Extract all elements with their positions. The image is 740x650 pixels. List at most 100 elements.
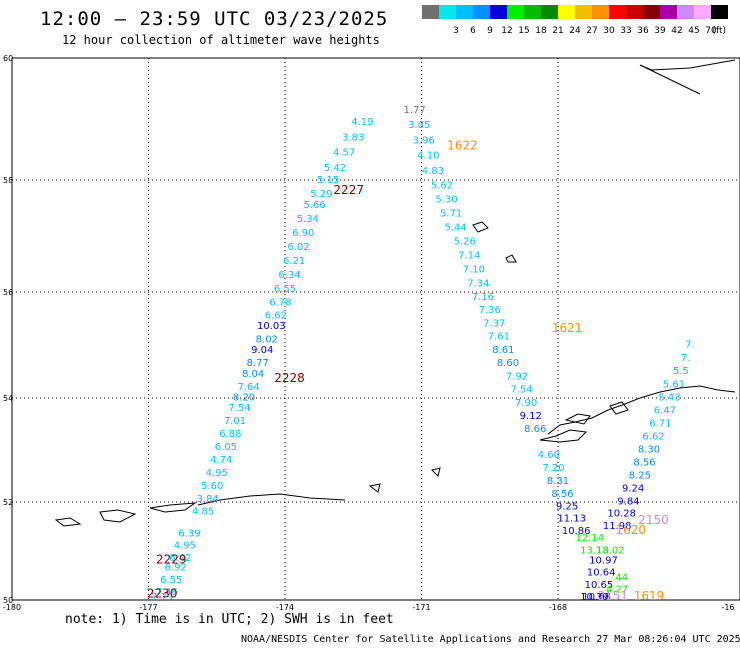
map-subtitle: 12 hour collection of altimeter wave hei… [62,33,380,47]
wave-height-value: 7.64 [237,382,259,393]
pass-time-label: 1622 [447,139,478,153]
wave-height-value: 9.24 [622,484,644,495]
wave-height-value: 6.55 [160,575,182,586]
wave-height-value: 7.54 [510,385,532,396]
legend-swatch [660,5,677,19]
lat-tick-label: 58 [3,176,13,185]
wave-height-value: 7.10 [463,264,485,275]
satellite-name: swot [621,614,649,615]
wave-height-value: 8.31 [547,476,569,487]
map-plot: 60 58 56 54 52 50-180 -177 -174 -171 -168 -16 4.19 3… [3,54,740,615]
coastline [54,517,82,527]
legend-label: 12 [501,26,512,36]
wave-height-value: 5.26 [454,236,476,247]
lat-tick-label: 54 [3,394,13,403]
legend-swatch [439,5,456,19]
wave-height-value: 6.90 [292,228,314,239]
pass-time-label: 2150 [638,513,669,527]
legend-swatch [677,5,694,19]
pass-time-label: 1619 [634,589,665,603]
wave-height-value: 7.14 [458,250,480,261]
wave-height-value: 6.05 [215,442,237,453]
wave-height-value: 7.90 [515,398,537,409]
wave-height-value: 6.62 [642,432,664,443]
wave-height-value: 7. [681,353,691,364]
wave-height-value: 7.54 [228,403,250,414]
lat-tick-label: 52 [3,498,13,507]
wave-height-value: 5.30 [435,194,457,205]
legend-swatch [626,5,643,19]
pass-time-label: 2227 [333,183,364,197]
lon-tick-label: -171 [412,603,430,612]
wave-height-value: 5.71 [440,208,462,219]
wave-height-value: 8.02 [256,334,278,345]
wave-height-value: 6.39 [178,528,200,539]
wave-height-value: 4.60 [538,450,560,461]
wave-height-value: 4.74 [210,455,232,466]
wave-height-value: 6.78 [269,297,291,308]
legend-label: 9 [487,26,493,36]
wave-height-value: 10.86 [562,526,591,537]
legend-label: 33 [620,26,631,36]
legend-label: 24 [569,26,581,36]
pass-time-label: 1621 [552,321,583,335]
wave-height-value: 10.65 [585,580,614,591]
wave-height-value: 8.04 [242,369,264,380]
wave-height-value: 8.20 [233,393,255,404]
wave-height-value: 6.71 [649,419,671,430]
wave-height-value: 7.79 [151,592,173,603]
wave-height-value: 8.66 [524,424,546,435]
legend-label: 39 [654,26,666,36]
wave-height-value: 5.66 [303,200,325,211]
satellite-name: altika [332,614,365,615]
lat-tick-label: 50 [3,596,13,605]
wave-height-value: 8.56 [633,458,655,469]
legend-swatch [643,5,660,19]
lat-tick-label: 60 [3,54,13,63]
legend-label: 15 [518,26,529,36]
legend-swatch [711,5,728,19]
legend-swatch [473,5,490,19]
legend-swatch [609,5,626,19]
footnote: note: 1) Time is in UTC; 2) SWH is in fe… [65,612,394,627]
legend-label: 18 [535,26,547,36]
credit-line: NOAA/NESDIS Center for Satellite Applica… [241,634,740,645]
wave-height-value: 44 [615,572,628,583]
wave-height-value: 8.30 [638,445,660,456]
pass-time-label: 1620 [616,523,647,537]
legend-label: 6 [470,26,476,36]
wave-height-value: 8.61 [492,345,514,356]
wave-height-value: 3.85 [408,120,430,131]
wave-height-value: 5.61 [663,379,685,390]
legend-swatch [490,5,507,19]
wave-height-value: 4.27 [606,585,628,596]
coastline [472,221,489,233]
map-title: 12:00 – 23:59 UTC 03/23/2025 [40,8,389,30]
wave-height-value: 7.36 [479,305,501,316]
wave-height-value: 5.29 [310,189,332,200]
lon-tick-label: -168 [549,603,567,612]
wave-height-value: 8.60 [497,358,519,369]
wave-height-value: 7.16 [472,292,494,303]
wave-height-value: 12.14 [576,533,605,544]
legend-label: 36 [637,26,649,36]
satellite-name: s3a [522,614,543,615]
wave-height-value: 7.37 [483,318,505,329]
wave-height-value: 9.25 [556,501,578,512]
wave-height-value: 6.02 [288,242,310,253]
satellite-name: cryosat [438,614,483,615]
wave-height-value: 4.57 [333,148,355,159]
legend-swatch [694,5,711,19]
legend-swatch [422,5,439,19]
map-frame [11,57,740,601]
wave-height-value: 7. [685,340,695,351]
wave-height-value: 10.68 [582,592,611,603]
wave-height-value: 7.20 [542,463,564,474]
coastline [609,401,629,415]
wave-height-value: 3.96 [413,135,435,146]
wave-height-value: 5.60 [201,481,223,492]
legend-swatch [575,5,592,19]
wave-height-value: 8.56 [551,489,573,500]
legend-swatch [524,5,541,19]
wave-height-value: 3.84 [197,494,219,505]
